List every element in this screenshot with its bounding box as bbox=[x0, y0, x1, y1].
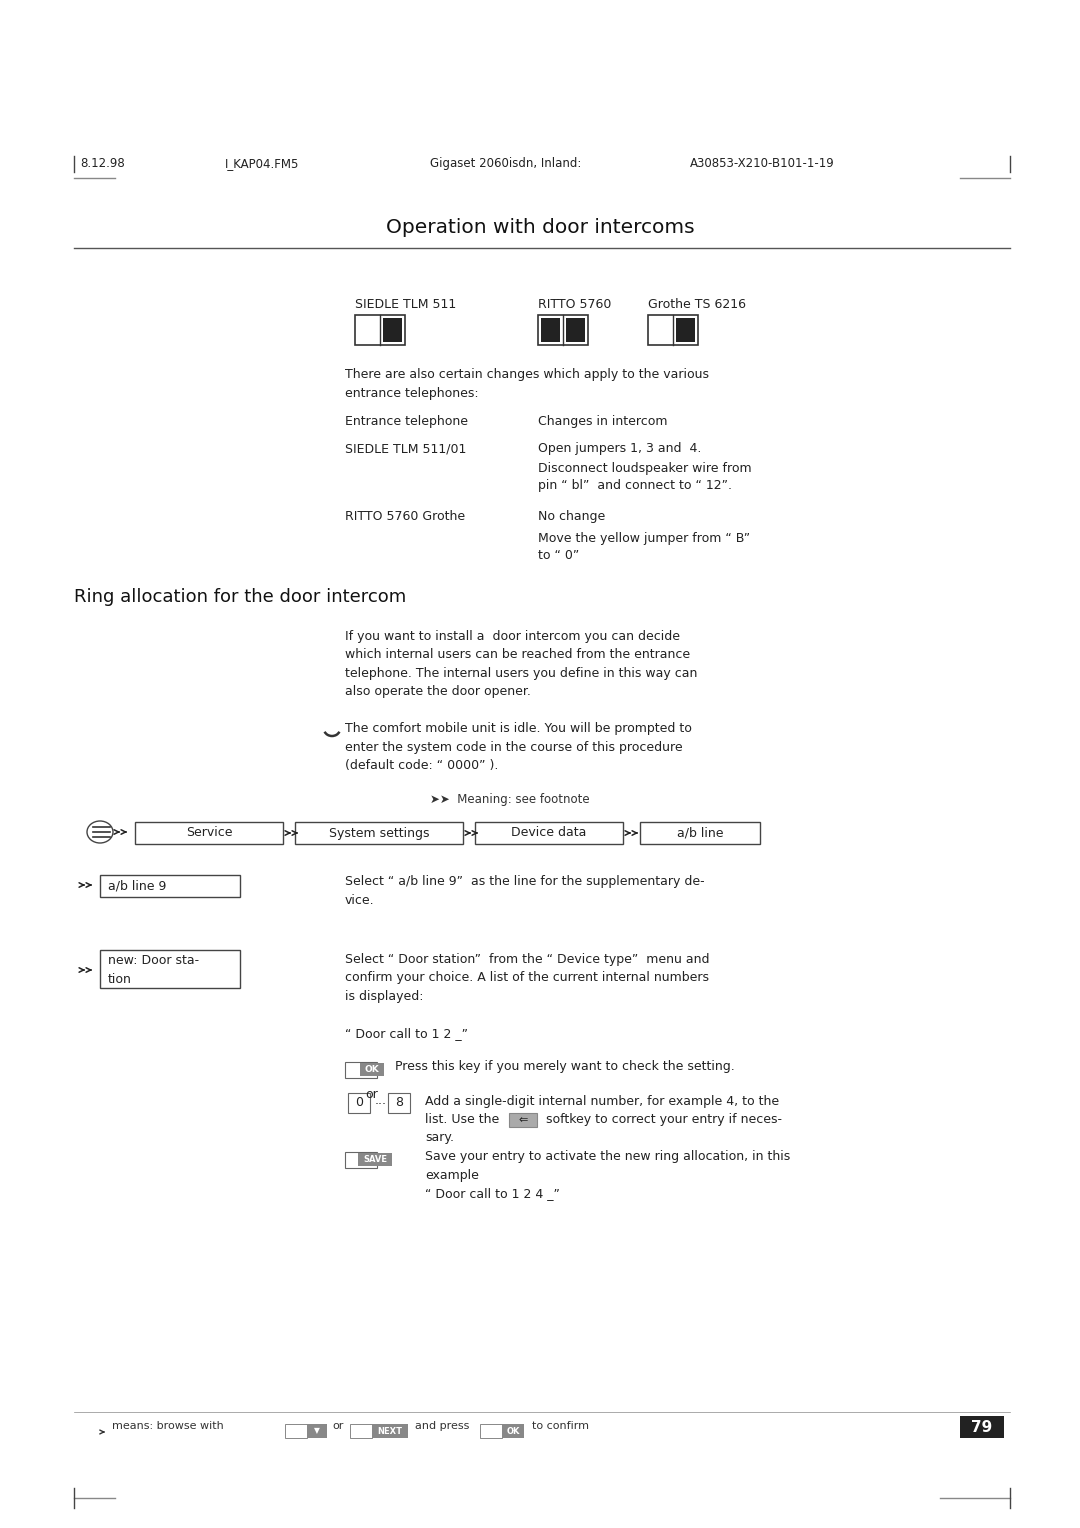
Text: Grothe TS 6216: Grothe TS 6216 bbox=[648, 298, 746, 312]
Text: a/b line: a/b line bbox=[677, 827, 724, 839]
Text: Move the yellow jumper from “ B”: Move the yellow jumper from “ B” bbox=[538, 532, 751, 545]
Bar bbox=[345, 1062, 377, 1077]
Bar bbox=[285, 1424, 307, 1438]
Text: and press: and press bbox=[415, 1421, 470, 1432]
Text: The comfort mobile unit is idle. You will be prompted to
enter the system code i: The comfort mobile unit is idle. You wil… bbox=[345, 723, 692, 772]
Text: pin “ bl”  and connect to “ 12”.: pin “ bl” and connect to “ 12”. bbox=[538, 478, 732, 492]
Bar bbox=[480, 1424, 502, 1438]
Text: OK: OK bbox=[365, 1065, 379, 1074]
Bar bbox=[348, 1093, 370, 1112]
Text: Press this key if you merely want to check the setting.: Press this key if you merely want to che… bbox=[395, 1060, 734, 1073]
Text: Open jumpers 1, 3 and  4.: Open jumpers 1, 3 and 4. bbox=[538, 442, 701, 455]
Bar bbox=[345, 1152, 377, 1167]
Bar bbox=[355, 315, 405, 345]
Bar bbox=[475, 822, 623, 843]
Text: softkey to correct your entry if neces-: softkey to correct your entry if neces- bbox=[542, 1112, 782, 1126]
Bar bbox=[640, 822, 760, 843]
Bar bbox=[502, 1424, 524, 1438]
Text: SIEDLE TLM 511: SIEDLE TLM 511 bbox=[355, 298, 456, 312]
Text: 0: 0 bbox=[355, 1097, 363, 1109]
Text: to confirm: to confirm bbox=[532, 1421, 589, 1432]
Bar bbox=[676, 318, 696, 342]
Text: OK: OK bbox=[507, 1427, 519, 1435]
Text: Select “ a/b line 9”  as the line for the supplementary de-
vice.: Select “ a/b line 9” as the line for the… bbox=[345, 876, 704, 906]
Bar bbox=[350, 1424, 372, 1438]
Text: I_KAP04.FM5: I_KAP04.FM5 bbox=[225, 157, 299, 170]
Text: Entrance telephone: Entrance telephone bbox=[345, 416, 468, 428]
Text: list. Use the: list. Use the bbox=[426, 1112, 499, 1126]
Bar bbox=[372, 1424, 408, 1438]
Text: or: or bbox=[366, 1088, 378, 1102]
Text: There are also certain changes which apply to the various
entrance telephones:: There are also certain changes which app… bbox=[345, 368, 708, 399]
Text: Service: Service bbox=[186, 827, 232, 839]
Text: Save your entry to activate the new ring allocation, in this
example
“ Door call: Save your entry to activate the new ring… bbox=[426, 1151, 791, 1199]
Text: or: or bbox=[332, 1421, 343, 1432]
Bar bbox=[509, 1112, 537, 1128]
Bar bbox=[307, 1424, 327, 1438]
Text: 79: 79 bbox=[971, 1420, 993, 1435]
Text: No change: No change bbox=[538, 510, 605, 523]
Text: RITTO 5760 Grothe: RITTO 5760 Grothe bbox=[345, 510, 465, 523]
Text: ➤➤  Meaning: see footnote: ➤➤ Meaning: see footnote bbox=[430, 793, 590, 805]
Bar bbox=[566, 318, 585, 342]
Text: Disconnect loudspeaker wire from: Disconnect loudspeaker wire from bbox=[538, 461, 752, 475]
Text: Operation with door intercoms: Operation with door intercoms bbox=[386, 219, 694, 237]
Bar bbox=[360, 1063, 384, 1076]
Bar bbox=[383, 318, 402, 342]
Text: a/b line 9: a/b line 9 bbox=[108, 880, 166, 892]
Bar bbox=[295, 822, 463, 843]
Text: RITTO 5760: RITTO 5760 bbox=[538, 298, 611, 312]
Text: ⇐: ⇐ bbox=[518, 1115, 528, 1125]
Bar bbox=[100, 876, 240, 897]
Text: A30853-X210-B101-1-19: A30853-X210-B101-1-19 bbox=[690, 157, 835, 170]
Text: new: Door sta-
tion: new: Door sta- tion bbox=[108, 955, 199, 986]
Text: Gigaset 2060isdn, Inland:: Gigaset 2060isdn, Inland: bbox=[430, 157, 581, 170]
Bar bbox=[960, 1416, 1004, 1438]
Ellipse shape bbox=[87, 821, 113, 843]
Text: to “ 0”: to “ 0” bbox=[538, 549, 579, 562]
Text: System settings: System settings bbox=[328, 827, 429, 839]
Text: SAVE: SAVE bbox=[363, 1155, 387, 1163]
Text: If you want to install a  door intercom you can decide
which internal users can : If you want to install a door intercom y… bbox=[345, 630, 698, 698]
Text: Device data: Device data bbox=[511, 827, 586, 839]
Text: Select “ Door station”  from the “ Device type”  menu and
confirm your choice. A: Select “ Door station” from the “ Device… bbox=[345, 953, 710, 1041]
Bar bbox=[357, 1154, 392, 1166]
Text: Ring allocation for the door intercom: Ring allocation for the door intercom bbox=[75, 588, 406, 607]
Bar bbox=[648, 315, 698, 345]
Text: 8: 8 bbox=[395, 1097, 403, 1109]
Text: 8.12.98: 8.12.98 bbox=[80, 157, 125, 170]
Text: means: browse with: means: browse with bbox=[112, 1421, 224, 1432]
Text: SIEDLE TLM 511/01: SIEDLE TLM 511/01 bbox=[345, 442, 467, 455]
Bar bbox=[135, 822, 283, 843]
Bar bbox=[100, 950, 240, 989]
Text: NEXT: NEXT bbox=[378, 1427, 403, 1435]
Text: ▼: ▼ bbox=[314, 1427, 320, 1435]
Text: Add a single-digit internal number, for example 4, to the: Add a single-digit internal number, for … bbox=[426, 1096, 779, 1108]
Bar bbox=[538, 315, 588, 345]
Bar bbox=[541, 318, 561, 342]
Text: ...: ... bbox=[375, 1094, 387, 1106]
Bar bbox=[388, 1093, 410, 1112]
Text: Changes in intercom: Changes in intercom bbox=[538, 416, 667, 428]
Text: sary.: sary. bbox=[426, 1131, 454, 1144]
